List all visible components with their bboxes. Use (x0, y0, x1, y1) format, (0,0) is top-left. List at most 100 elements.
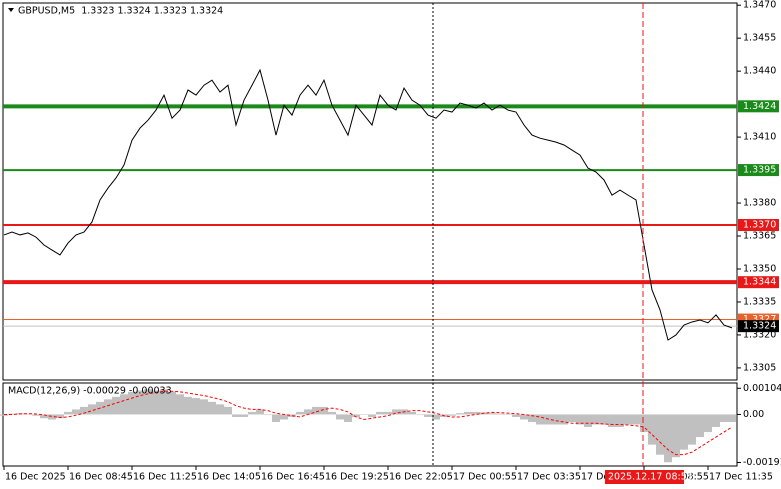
histogram-bar (416, 414, 424, 415)
x-tick-label: 16 Dec 11:25 (133, 472, 197, 483)
histogram-bar (240, 414, 248, 417)
histogram-bar (24, 413, 32, 415)
histogram-bar (464, 411, 472, 415)
histogram-bar (152, 390, 160, 415)
histogram-bar (320, 406, 328, 415)
histogram-bar (392, 409, 400, 415)
histogram-bar (304, 409, 312, 415)
histogram-bar (504, 414, 512, 415)
histogram-bar (312, 406, 320, 415)
histogram-bar (232, 414, 240, 417)
histogram-bar (72, 409, 80, 415)
histogram-bar (728, 414, 736, 422)
histogram-bar (632, 414, 640, 425)
x-tick-label: 17 Dec 03:35 (517, 472, 581, 483)
histogram-bar (520, 414, 528, 420)
histogram-bar (40, 414, 48, 419)
plot-border (2, 382, 738, 467)
level-label: 1.3327 (743, 314, 776, 325)
histogram-bar (80, 406, 88, 415)
title-icon (8, 8, 14, 12)
histogram-bar (128, 391, 136, 415)
histogram-bar (120, 394, 128, 415)
histogram-bar (368, 414, 376, 417)
histogram-bar (592, 414, 600, 425)
histogram-bar (184, 396, 192, 415)
histogram-bar (616, 414, 624, 428)
histogram-bar (176, 394, 184, 415)
histogram-bar (528, 414, 536, 422)
histogram-bar (160, 389, 168, 415)
histogram-bar (208, 401, 216, 415)
histogram-bar (264, 414, 272, 415)
histogram-bar (112, 396, 120, 415)
histogram-bar (712, 414, 720, 428)
histogram-bar (472, 411, 480, 415)
y-tick-label: 1.3320 (743, 329, 776, 340)
y-tick-label: 1.3410 (743, 132, 776, 143)
histogram-bar (680, 414, 688, 450)
histogram-bar (336, 414, 344, 420)
histogram-bar (584, 414, 592, 428)
chart-title: GBPUSD,M5 1.3323 1.3324 1.3323 1.3324 (18, 6, 223, 17)
histogram-bar (608, 414, 616, 428)
histogram-bar (624, 414, 632, 425)
histogram-bar (552, 414, 560, 425)
histogram-bar (144, 389, 152, 415)
y-tick-label: -0.00191 (743, 457, 781, 468)
crosshair-label-box (605, 470, 684, 484)
histogram-bar (256, 409, 264, 415)
histogram-bar (64, 411, 72, 415)
histogram-bar (288, 414, 296, 417)
level-label: 1.3324 (743, 321, 776, 332)
y-tick-label: 1.3350 (743, 263, 776, 274)
level-label-box (738, 100, 779, 113)
histogram-bar (704, 414, 712, 433)
histogram-bar (192, 398, 200, 415)
level-label-box (738, 320, 779, 333)
histogram-bar (48, 414, 56, 420)
histogram-bar (384, 411, 392, 415)
histogram-bar (296, 411, 304, 415)
histogram-bar (328, 411, 336, 415)
histogram-bar (224, 406, 232, 415)
histogram-bar (200, 399, 208, 415)
level-label: 1.3424 (743, 101, 776, 112)
level-label: 1.3395 (743, 165, 776, 176)
indicator-title: MACD(12,26,9) -0.00029 -0.00033 (8, 386, 172, 397)
histogram-bar (344, 414, 352, 422)
level-label: 1.3344 (743, 277, 776, 288)
histogram-bar (216, 404, 224, 415)
histogram-bar (536, 414, 544, 425)
histogram-bar (720, 414, 728, 422)
histogram-bar (640, 414, 648, 433)
x-tick-label: 16 Dec 2025 (5, 472, 66, 483)
x-tick-label: 16 Dec 14:05 (197, 472, 261, 483)
histogram-bar (488, 413, 496, 415)
x-tick-label: 16 Dec 16:45 (261, 472, 325, 483)
histogram-bar (688, 414, 696, 445)
x-tick-label: 16 Dec 22:05 (389, 472, 453, 483)
histogram-bar (672, 414, 680, 458)
histogram-bar (664, 414, 672, 463)
histogram-bar (0, 414, 8, 416)
histogram-bar (352, 414, 360, 417)
histogram-bar (656, 414, 664, 455)
histogram-bar (496, 413, 504, 415)
histogram-bar (376, 411, 384, 415)
x-tick-label: 16 Dec 19:25 (325, 472, 389, 483)
histogram-bar (88, 404, 96, 415)
histogram-bar (696, 414, 704, 438)
y-tick-label: 1.3305 (743, 362, 776, 373)
signal-line (4, 390, 733, 456)
histogram-bar (56, 414, 64, 419)
level-label-box (738, 219, 779, 232)
histogram-bar (248, 411, 256, 415)
x-tick-label: 17 Dec 00:55 (453, 472, 517, 483)
level-label-box (738, 276, 779, 289)
histogram-bar (456, 413, 464, 415)
histogram-bar (280, 414, 288, 420)
histogram-bar (424, 414, 432, 417)
y-tick-label: 0.00104 (743, 383, 781, 394)
